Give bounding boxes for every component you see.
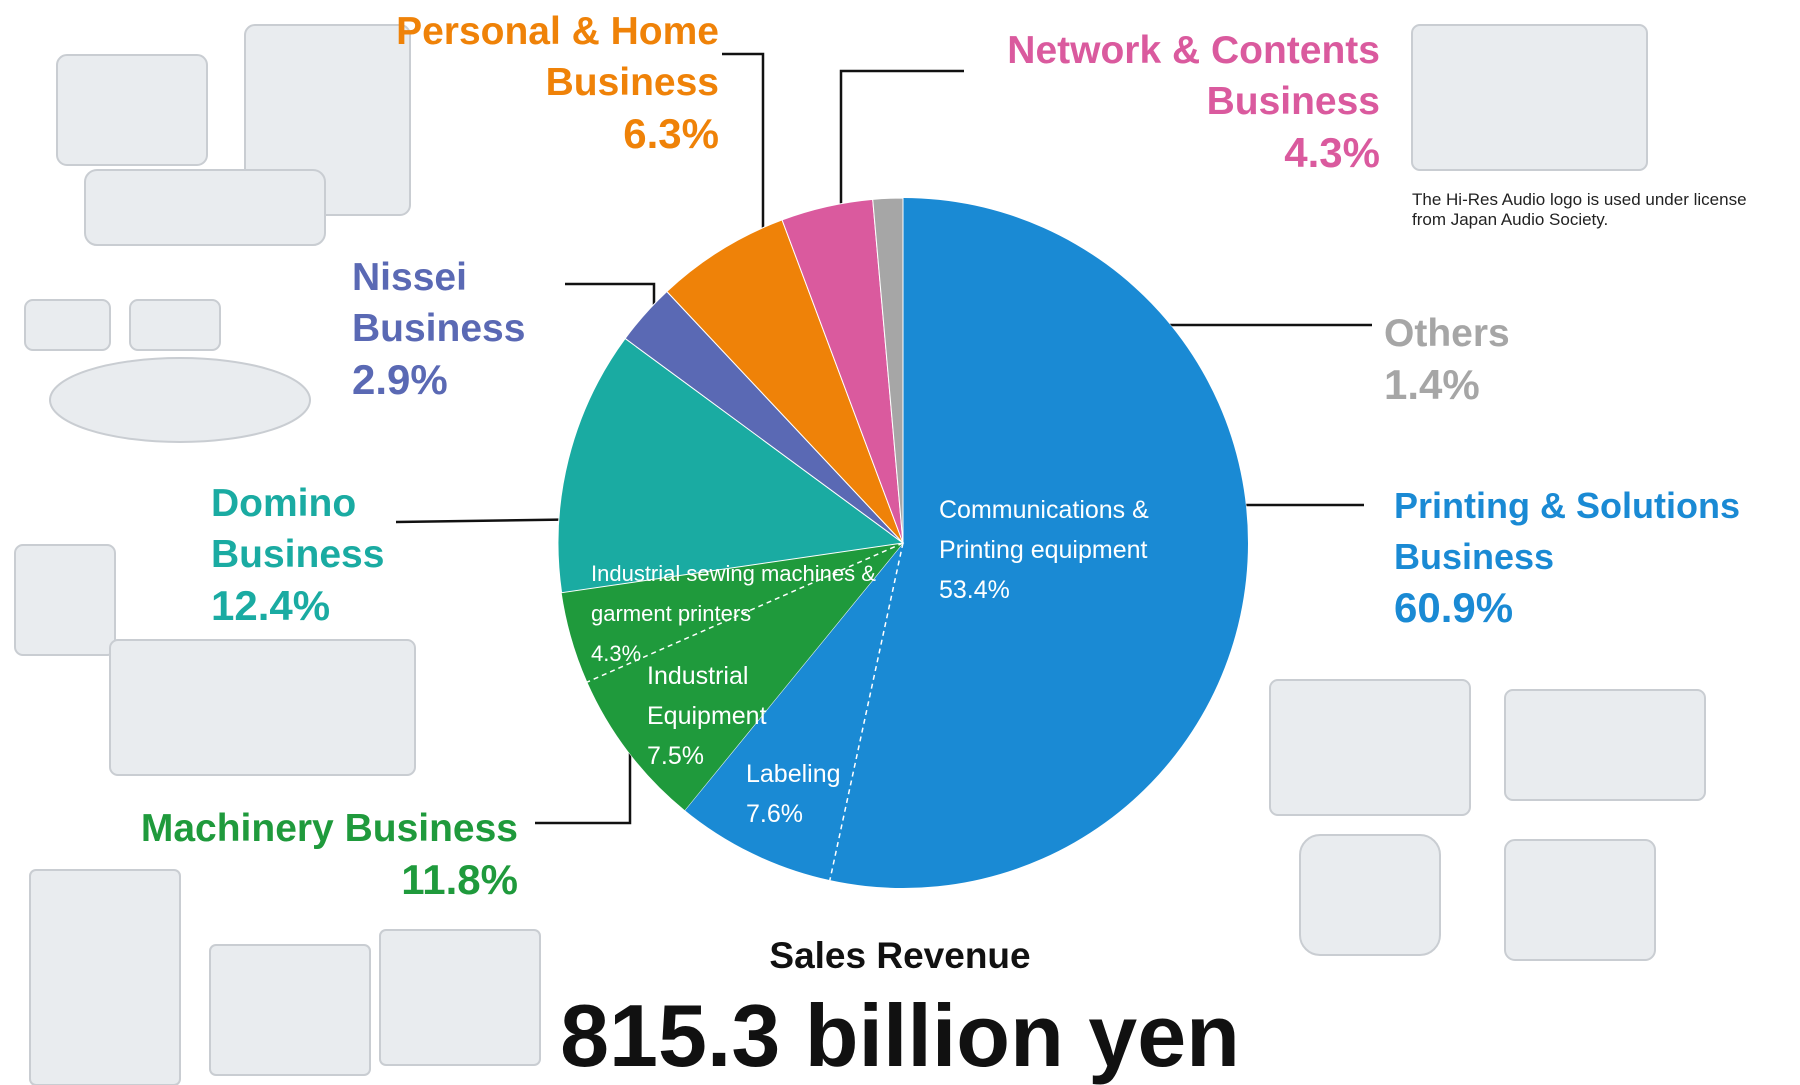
segment-value-label: 4.3% [1284,129,1380,176]
product-image [379,929,541,1066]
pie-sub-slice [829,198,1248,889]
chart-title: Sales Revenue [769,935,1031,976]
product-image [1504,839,1656,961]
pie-sub-slice [561,543,903,683]
segment-label: Nissei Business 2.9% [352,252,552,406]
product-image [24,299,111,351]
segment-name: Nissei Business [352,256,526,350]
product-image [14,544,116,656]
segment-value-label: 2.9% [352,356,448,403]
part-label: Communications & Printing equipment 53.4% [939,490,1209,610]
segment-value-label: 6.3% [623,110,719,157]
sub-divider [586,542,904,683]
part-value-label: 7.6% [746,800,803,828]
leader-line [722,52,765,252]
part-value-label: 53.4% [939,576,1010,604]
segment-label: Personal & Home Business 6.3% [359,6,719,160]
chart-subtitle: 815.3 billion yen [560,986,1240,1085]
part-label: Industrial sewing machines & garment pri… [591,554,896,674]
segment-label: Domino Business 12.4% [211,478,411,632]
pie-sub-slice [683,543,903,881]
product-image [84,169,326,246]
segment-name: Printing & Solutions Business [1394,485,1740,577]
part-label: Industrial Equipment 7.5% [647,656,777,776]
product-image [109,639,416,776]
product-image [49,357,311,443]
product-image [1504,689,1706,801]
product-image [29,869,181,1085]
pie-slice [872,197,904,544]
product-images [14,24,1706,1085]
segment-name: Others [1384,312,1510,355]
segment-value-label: 1.4% [1384,361,1480,408]
part-name: Communications & Printing equipment [939,496,1149,564]
pie-slice [557,337,905,594]
segment-label: Machinery Business 11.8% [0,803,518,906]
product-image [1299,834,1441,956]
segment-value-label: 60.9% [1394,584,1514,631]
pie-slice [666,219,904,544]
part-name: Labeling [746,760,841,788]
segment-label: Printing & Solutions Business 60.9% [1394,480,1799,634]
segment-name: Network & Contents Business [1007,29,1380,123]
segment-label: Others 1.4% [1384,308,1584,411]
segment-name: Machinery Business [140,807,518,850]
leader-line [535,735,632,825]
part-name: Industrial sewing machines & garment pri… [591,561,876,626]
segment-name: Personal & Home Business [396,10,719,104]
product-image [209,944,371,1076]
product-image [1411,24,1648,171]
note: The Hi-Res Audio logo is used under lice… [1412,190,1747,229]
segment-label: Network & Contents Business 4.3% [940,25,1380,179]
pie [557,197,1249,889]
segment-value-label: 11.8% [401,856,518,903]
product-image [244,24,411,216]
part-name: Industrial Equipment [647,662,767,730]
product-image [1269,679,1471,816]
segment-name: Domino Business [211,482,385,576]
part-label: Labeling 7.6% [746,754,886,834]
sub-divider [829,542,904,881]
product-image [129,299,221,351]
part-value-label: 7.5% [647,742,704,770]
pie-sub-slice [587,543,903,811]
part-value-label: 4.3% [591,641,642,666]
product-image [56,54,208,166]
segment-value-label: 12.4% [211,582,331,629]
